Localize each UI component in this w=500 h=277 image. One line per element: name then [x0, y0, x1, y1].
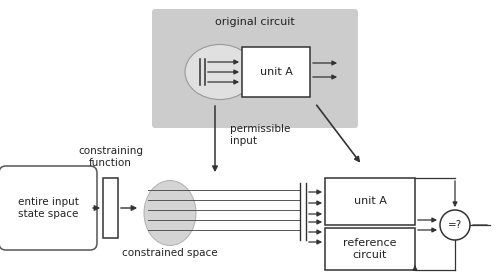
FancyBboxPatch shape — [325, 178, 415, 225]
Text: unit A: unit A — [354, 196, 386, 206]
Text: unit A: unit A — [260, 67, 292, 77]
Text: permissible
input: permissible input — [230, 124, 290, 146]
Text: =?: =? — [448, 220, 462, 230]
FancyBboxPatch shape — [103, 178, 118, 238]
Ellipse shape — [185, 45, 255, 99]
Circle shape — [440, 210, 470, 240]
FancyBboxPatch shape — [0, 166, 97, 250]
Text: constraining
function: constraining function — [78, 147, 143, 168]
Text: original circuit: original circuit — [215, 17, 295, 27]
Text: entire input
state space: entire input state space — [18, 197, 78, 219]
FancyBboxPatch shape — [242, 47, 310, 97]
FancyBboxPatch shape — [152, 9, 358, 128]
Text: constrained space: constrained space — [122, 248, 218, 258]
Ellipse shape — [144, 181, 196, 245]
Text: reference
circuit: reference circuit — [343, 238, 397, 260]
FancyBboxPatch shape — [325, 228, 415, 270]
